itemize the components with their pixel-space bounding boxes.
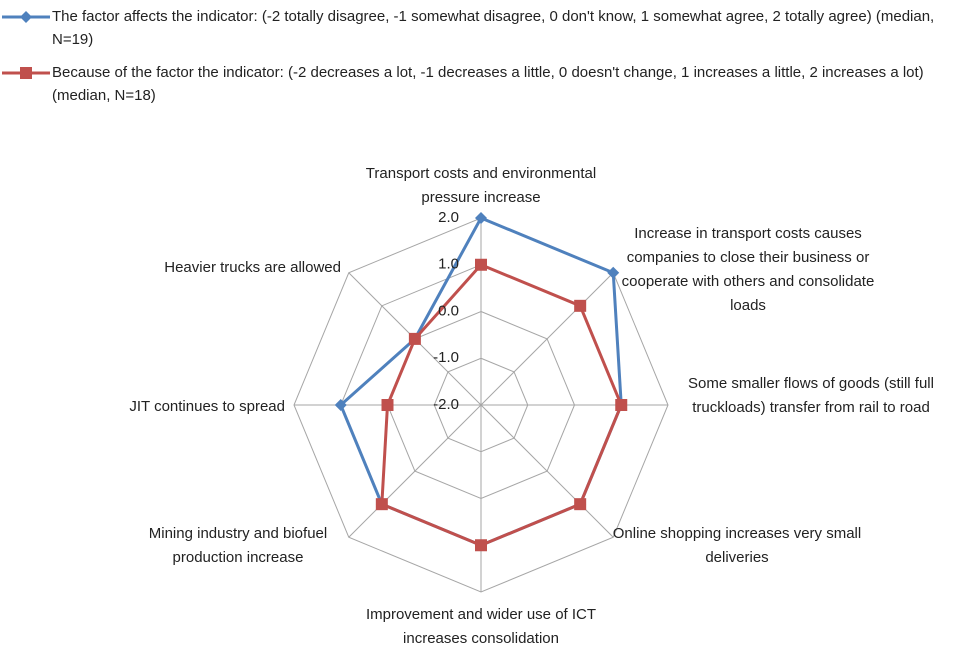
category-label: Some smaller flows of goods (still full … (688, 375, 934, 416)
marker (334, 399, 347, 411)
category-label: Increase in transport costs causes compa… (621, 225, 875, 314)
category-label: Transport costs and environmental pressu… (365, 165, 597, 206)
tick-label: 2.0 (438, 209, 459, 226)
legend-marker (20, 11, 32, 23)
tick-label: -2.0 (433, 396, 459, 413)
marker (574, 299, 587, 312)
legend-swatch (2, 67, 50, 79)
legend-swatch (2, 11, 50, 23)
category-label: Improvement and wider use of ICT increas… (365, 606, 597, 647)
legend-label: The factor affects the indicator: (-2 to… (52, 8, 935, 48)
marker (375, 498, 388, 511)
legend-marker (20, 67, 32, 79)
marker (475, 539, 487, 552)
tick-label: 1.0 (438, 256, 459, 273)
marker (574, 498, 587, 511)
category-label: Mining industry and biofuel production i… (148, 525, 328, 566)
tick-label: 0.0 (438, 302, 459, 319)
category-label: JIT continues to spread (129, 398, 285, 415)
category-label: Heavier trucks are allowed (164, 259, 341, 276)
marker (607, 266, 620, 279)
category-label: Online shopping increases very small del… (612, 525, 862, 566)
spoke (348, 404, 482, 538)
marker (408, 332, 421, 345)
spoke (480, 404, 614, 538)
marker (475, 212, 487, 224)
marker (381, 399, 394, 411)
legend-label: Because of the factor the indicator: (-2… (52, 64, 924, 104)
marker (615, 399, 628, 411)
spoke (480, 272, 614, 406)
marker (475, 258, 487, 271)
tick-label: -1.0 (433, 349, 459, 366)
